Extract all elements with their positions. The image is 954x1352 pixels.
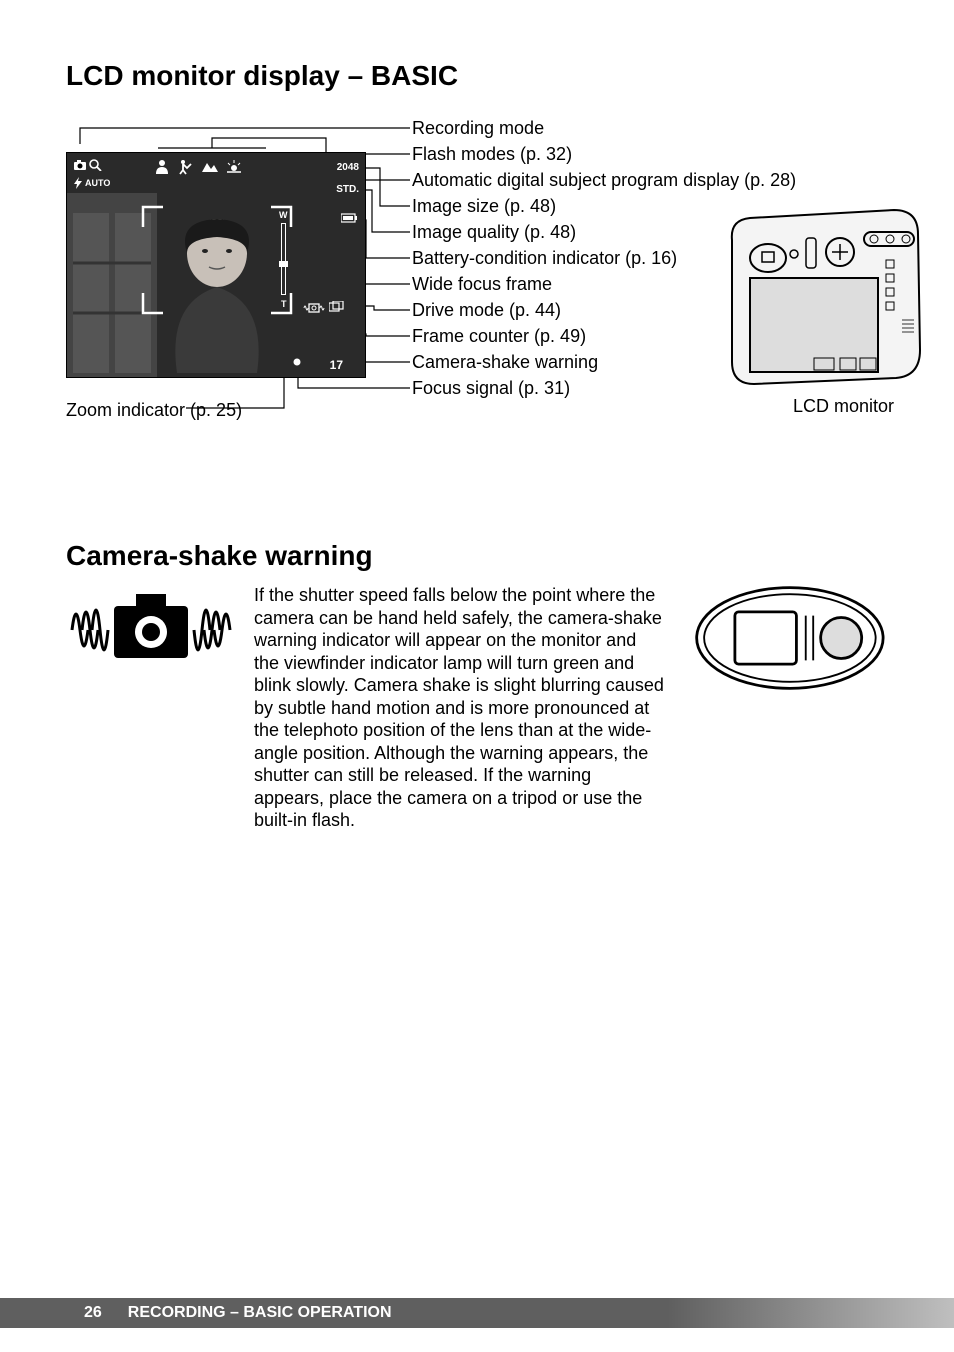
- zoom-t-label: T: [281, 300, 287, 309]
- viewfinder-illustration: [692, 578, 888, 698]
- footer-bar: 26 RECORDING – BASIC OPERATION: [0, 1298, 954, 1328]
- camera-shake-large-icon: [66, 584, 236, 676]
- callout-flash-modes: Flash modes (p. 32): [412, 144, 572, 165]
- zoom-w-label: W: [279, 211, 288, 220]
- callout-image-quality: Image quality (p. 48): [412, 222, 576, 243]
- camera-illustration-caption: LCD monitor: [793, 396, 894, 417]
- footer-page-number: 26: [84, 1304, 102, 1322]
- callout-subject-program: Automatic digital subject program displa…: [412, 170, 796, 191]
- camera-shake-paragraph: If the shutter speed falls below the poi…: [254, 584, 664, 832]
- callout-drive-mode: Drive mode (p. 44): [412, 300, 561, 321]
- callout-frame-counter: Frame counter (p. 49): [412, 326, 586, 347]
- callout-focus-frame: Wide focus frame: [412, 274, 552, 295]
- heading-camera-shake: Camera-shake warning: [66, 540, 888, 572]
- zoom-indicator-label: Zoom indicator (p. 25): [66, 400, 242, 421]
- focus-frame: [67, 153, 366, 378]
- callout-battery: Battery-condition indicator (p. 16): [412, 248, 677, 269]
- zoom-indicator: W T: [277, 213, 291, 307]
- heading-lcd-display: LCD monitor display – BASIC: [66, 60, 888, 92]
- callout-focus-signal: Focus signal (p. 31): [412, 378, 570, 399]
- camera-shake-section: If the shutter speed falls below the poi…: [66, 584, 888, 832]
- footer-section-title: RECORDING – BASIC OPERATION: [128, 1304, 392, 1322]
- callout-image-size: Image size (p. 48): [412, 196, 556, 217]
- lcd-preview: AUTO 2048 STD.: [66, 152, 366, 378]
- callout-shake-warning: Camera-shake warning: [412, 352, 598, 373]
- camera-back-illustration: [724, 200, 924, 390]
- callout-recording-mode: Recording mode: [412, 118, 544, 139]
